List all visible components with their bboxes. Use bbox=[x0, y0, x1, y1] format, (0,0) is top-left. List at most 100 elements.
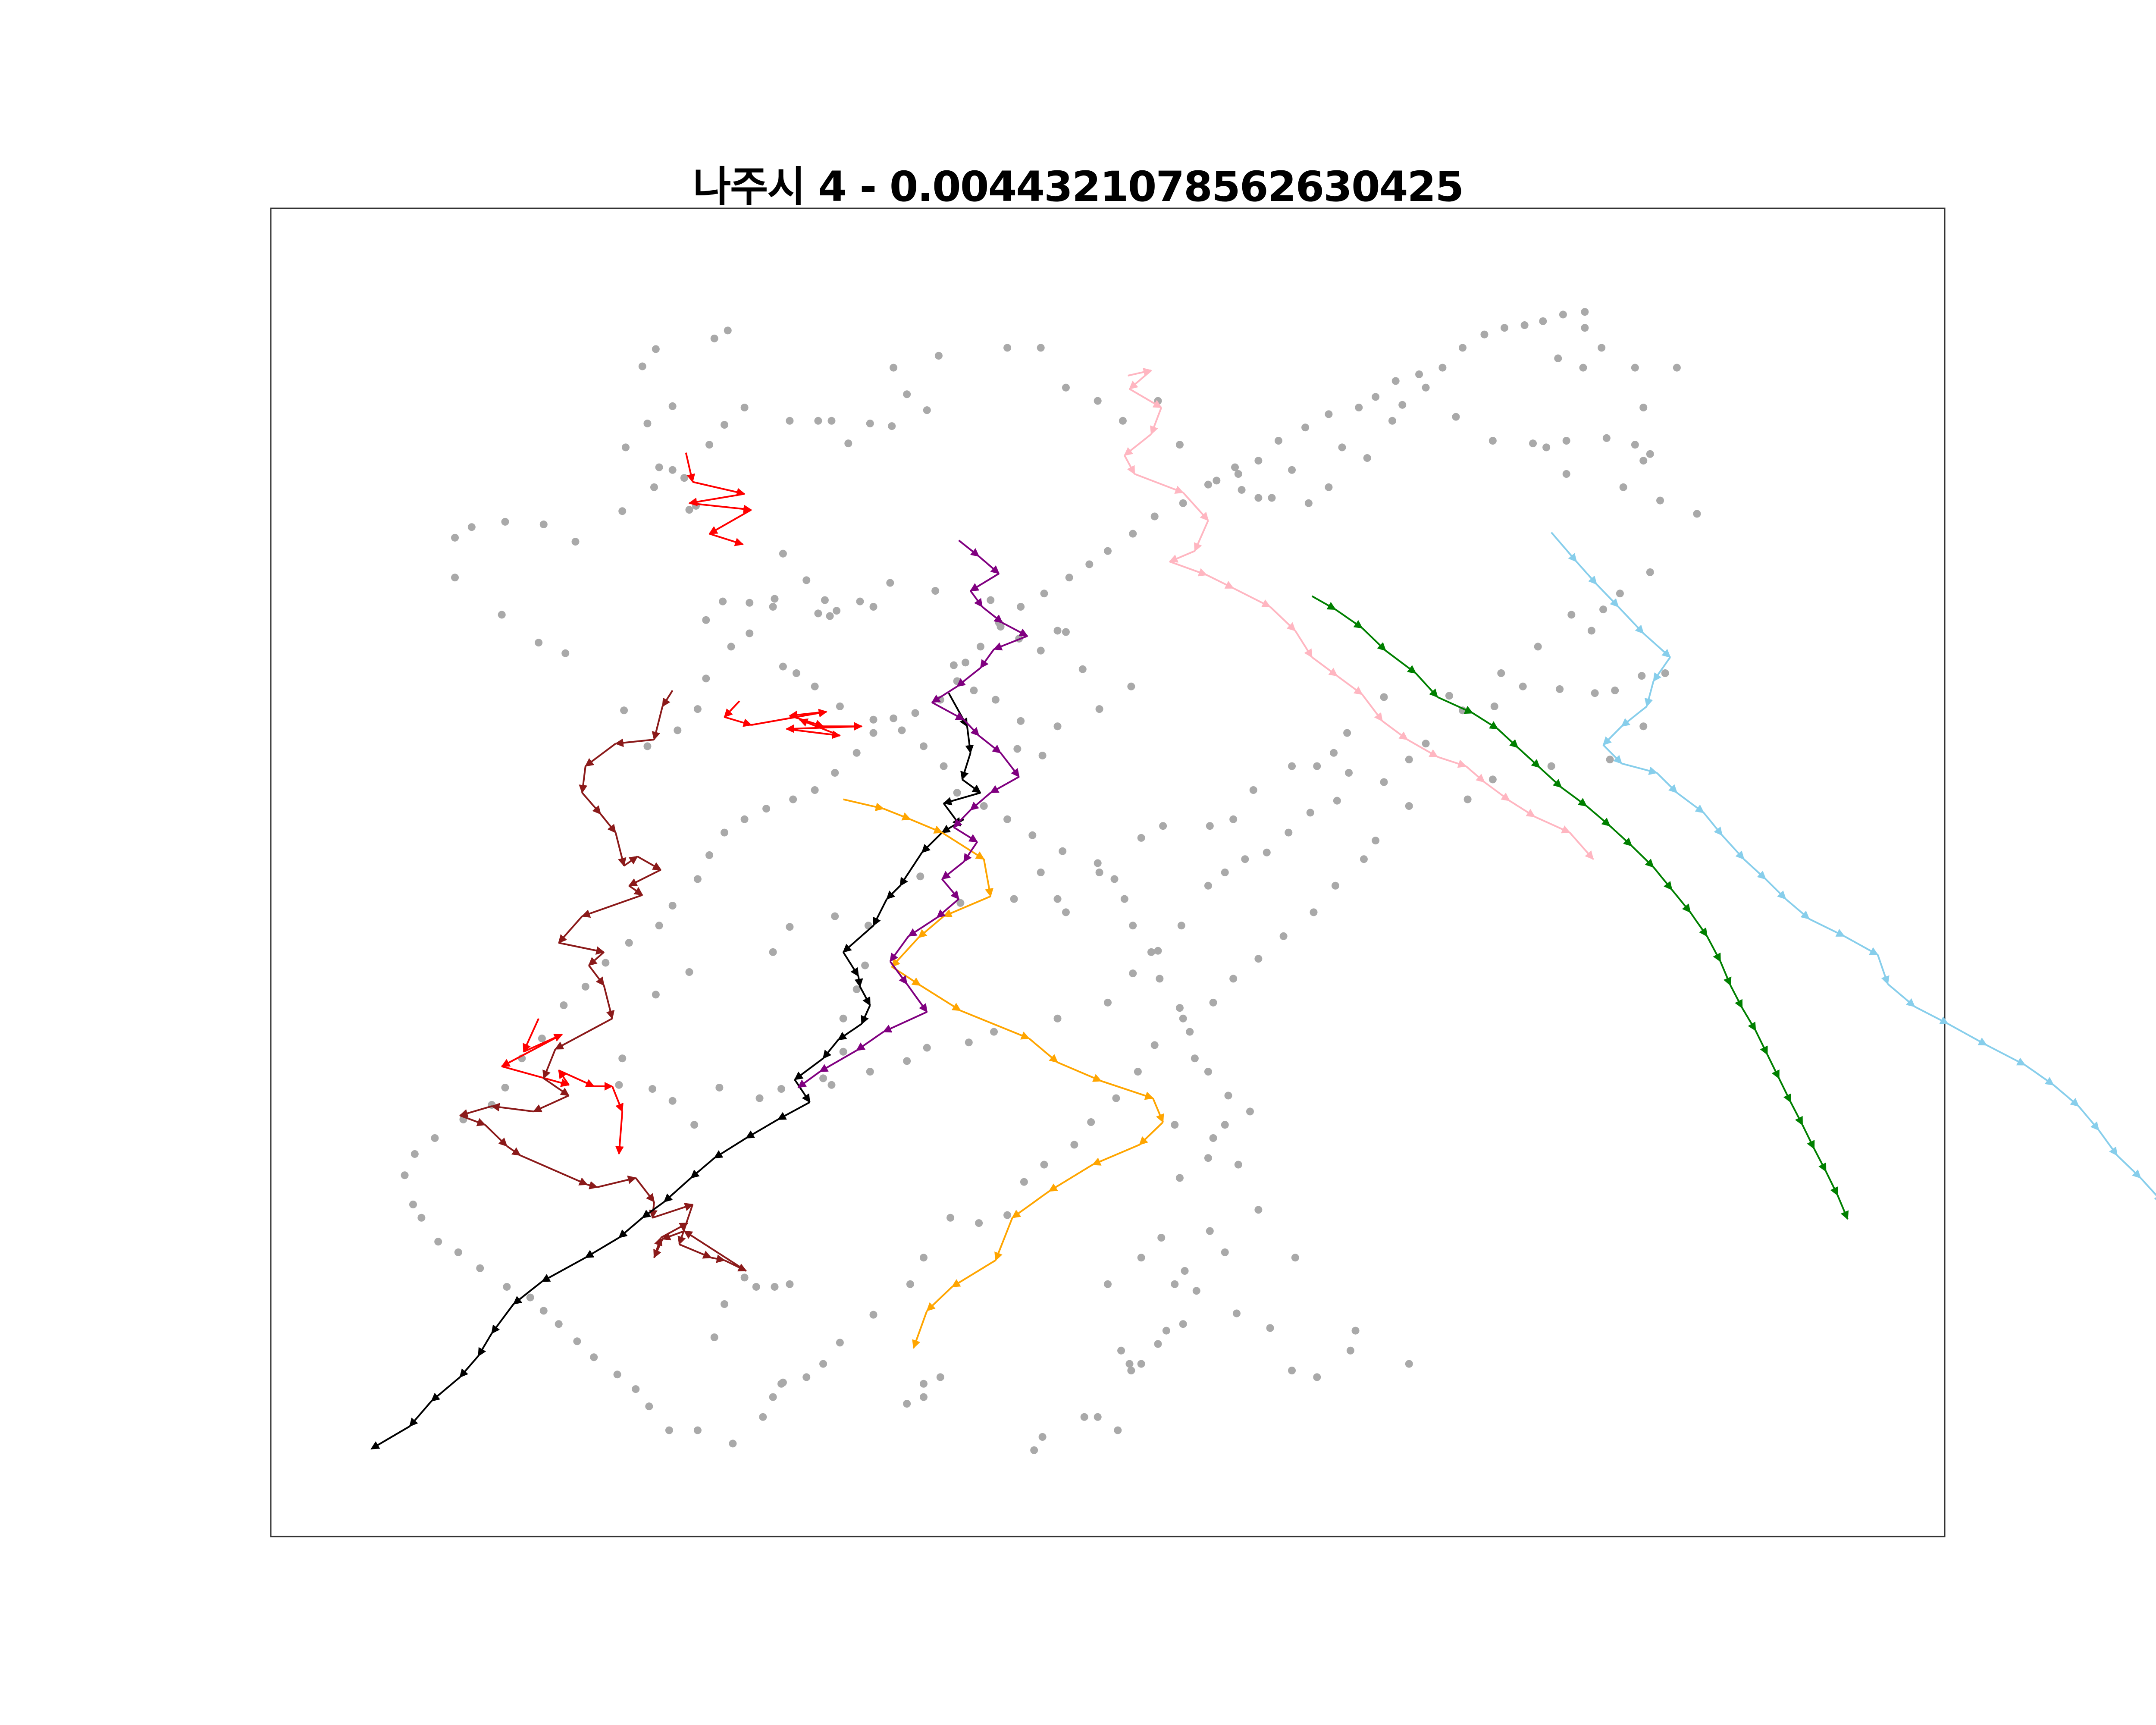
scatter-point bbox=[903, 1400, 911, 1408]
scatter-point bbox=[1266, 1324, 1274, 1332]
movement-arrow bbox=[459, 1114, 486, 1126]
movement-arrow bbox=[2098, 1129, 2118, 1156]
movement-arrow bbox=[614, 738, 655, 747]
scatter-point bbox=[561, 649, 570, 657]
scatter-point bbox=[1224, 1091, 1232, 1100]
scatter-point bbox=[950, 661, 958, 669]
scatter-point bbox=[1254, 955, 1263, 963]
scatter-point bbox=[1606, 756, 1614, 764]
scatter-point bbox=[1489, 775, 1497, 784]
movement-arrow bbox=[794, 1079, 811, 1103]
movement-arrow bbox=[689, 502, 752, 514]
movement-arrow bbox=[1790, 1101, 1803, 1126]
movement-arrow bbox=[558, 1070, 595, 1087]
movement-arrow bbox=[1169, 550, 1195, 563]
scatter-point bbox=[655, 463, 663, 471]
scatter-point bbox=[814, 609, 822, 618]
scatter-point bbox=[903, 390, 911, 398]
movement-arrow bbox=[652, 706, 664, 740]
movement-arrow bbox=[953, 826, 978, 843]
movement-arrow bbox=[2078, 1105, 2100, 1131]
movement-arrow bbox=[688, 493, 745, 506]
scatter-point bbox=[1037, 646, 1045, 655]
movement-arrow bbox=[910, 818, 943, 834]
movement-arrow bbox=[1609, 825, 1633, 847]
movement-arrow bbox=[969, 573, 1000, 592]
movement-arrow bbox=[1129, 388, 1162, 408]
scatter-point bbox=[1070, 1141, 1078, 1149]
scatter-point bbox=[1087, 1118, 1095, 1126]
movement-arrow bbox=[943, 792, 981, 806]
movement-arrow bbox=[724, 700, 740, 718]
movement-arrow bbox=[663, 1177, 692, 1203]
scatter-point bbox=[856, 597, 864, 605]
scatter-point bbox=[1209, 998, 1217, 1007]
movement-arrow bbox=[506, 1145, 521, 1156]
scatter-point bbox=[1559, 310, 1567, 319]
movement-arrow bbox=[1150, 407, 1163, 435]
scatter-point bbox=[1581, 324, 1589, 332]
scatter-point bbox=[1003, 1211, 1012, 1219]
scatter-point bbox=[702, 674, 710, 683]
scatter-point bbox=[1338, 443, 1346, 452]
movement-arrow bbox=[708, 509, 752, 535]
scatter-point bbox=[1313, 762, 1321, 770]
movement-arrow bbox=[543, 1077, 570, 1097]
scatter-point bbox=[721, 828, 729, 837]
scatter-point bbox=[1331, 881, 1339, 890]
movement-arrow bbox=[1012, 1190, 1050, 1219]
movement-arrow bbox=[1139, 1121, 1164, 1145]
movement-arrow bbox=[581, 792, 602, 815]
scatter-point bbox=[1095, 705, 1103, 713]
scatter-point bbox=[852, 749, 861, 757]
scatter-point bbox=[769, 603, 777, 611]
movement-arrow bbox=[1497, 728, 1519, 748]
scatter-point bbox=[1372, 393, 1380, 401]
scatter-point bbox=[821, 596, 829, 604]
scatter-point bbox=[836, 703, 844, 710]
scatter-point bbox=[839, 1048, 847, 1056]
movement-arrow bbox=[1755, 1030, 1768, 1055]
scatter-point bbox=[1673, 364, 1681, 372]
scatter-point bbox=[1301, 423, 1310, 432]
scatter-point bbox=[1114, 1426, 1122, 1434]
movement-arrow bbox=[1586, 805, 1611, 827]
movement-arrow bbox=[1778, 1078, 1792, 1103]
movement-arrow bbox=[1596, 583, 1619, 608]
scatter-point bbox=[705, 851, 714, 859]
movement-arrow bbox=[1385, 650, 1416, 674]
movement-arrow bbox=[1676, 792, 1705, 814]
scatter-point bbox=[573, 1337, 581, 1346]
scatter-point bbox=[819, 1360, 827, 1368]
scatter-point bbox=[1177, 922, 1185, 930]
scatter-point bbox=[987, 596, 995, 604]
movement-arrow bbox=[1336, 675, 1363, 695]
scatter-point bbox=[919, 1393, 928, 1401]
scatter-point bbox=[1310, 908, 1318, 916]
movement-arrow bbox=[652, 1203, 694, 1219]
arrows-layer bbox=[370, 367, 2156, 1450]
movement-arrow bbox=[409, 1400, 432, 1427]
scatter-point bbox=[1162, 1327, 1170, 1335]
scatter-point bbox=[693, 1426, 702, 1434]
scatter-point bbox=[454, 1248, 462, 1256]
scatter-point bbox=[1405, 1360, 1413, 1368]
scatter-point bbox=[602, 959, 610, 967]
scatter-point bbox=[668, 902, 677, 910]
scatter-point bbox=[1229, 815, 1238, 823]
scatter-point bbox=[1288, 1367, 1296, 1374]
movement-arrow bbox=[1182, 492, 1209, 521]
scatter-point bbox=[1112, 1094, 1120, 1102]
movement-arrow bbox=[615, 1111, 624, 1155]
scatter-point bbox=[1346, 1346, 1354, 1355]
scatter-point bbox=[665, 1426, 673, 1434]
scatter-point bbox=[1085, 560, 1094, 568]
scatter-point bbox=[779, 662, 787, 671]
scatter-point bbox=[1616, 590, 1624, 598]
scatter-point bbox=[1191, 1054, 1199, 1063]
scatter-point bbox=[866, 419, 874, 427]
scatter-point bbox=[1285, 828, 1293, 837]
movement-arrow bbox=[794, 1057, 824, 1081]
scatter-point bbox=[1147, 948, 1155, 956]
movement-arrow bbox=[623, 856, 638, 867]
